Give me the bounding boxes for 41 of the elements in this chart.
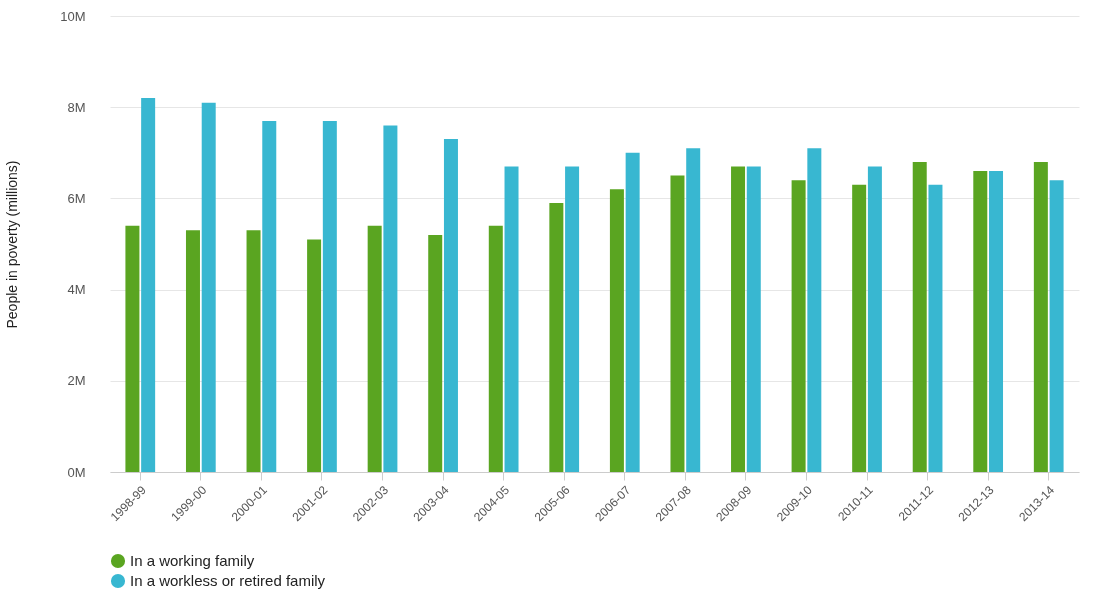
bar bbox=[307, 239, 322, 472]
bar bbox=[912, 161, 927, 472]
bar bbox=[125, 225, 140, 472]
bar bbox=[989, 171, 1004, 472]
bar bbox=[367, 225, 382, 472]
bar bbox=[262, 120, 277, 472]
bar bbox=[141, 98, 156, 472]
bar bbox=[504, 166, 519, 472]
legend-label: In a workless or retired family bbox=[130, 572, 326, 589]
bar bbox=[609, 189, 624, 472]
bar bbox=[791, 180, 806, 472]
bar bbox=[1033, 161, 1048, 472]
bar bbox=[686, 148, 701, 472]
bar bbox=[549, 202, 564, 472]
bar bbox=[201, 102, 216, 472]
bar bbox=[1049, 180, 1064, 472]
bar bbox=[928, 184, 943, 472]
bar bbox=[565, 166, 580, 472]
bar bbox=[383, 125, 398, 472]
bar bbox=[625, 152, 640, 472]
bar bbox=[185, 230, 200, 472]
bar bbox=[973, 171, 988, 472]
bar bbox=[807, 148, 822, 472]
y-tick-label: 10M bbox=[60, 8, 86, 24]
y-tick-label: 8M bbox=[67, 99, 86, 115]
y-tick-label: 2M bbox=[67, 373, 86, 389]
bar bbox=[428, 234, 443, 472]
y-axis-title: People in poverty (millions) bbox=[4, 160, 21, 329]
y-tick-label: 6M bbox=[67, 190, 86, 206]
bar bbox=[443, 139, 458, 472]
legend-label: In a working family bbox=[130, 552, 255, 569]
bar bbox=[731, 166, 746, 472]
bar bbox=[867, 166, 882, 472]
bar bbox=[246, 230, 261, 472]
y-tick-label: 4M bbox=[67, 282, 86, 298]
bar bbox=[670, 175, 685, 472]
y-tick-label: 0M bbox=[67, 464, 86, 480]
bar bbox=[746, 166, 761, 472]
bar bbox=[852, 184, 867, 472]
bar bbox=[488, 225, 503, 472]
bar bbox=[322, 120, 337, 472]
